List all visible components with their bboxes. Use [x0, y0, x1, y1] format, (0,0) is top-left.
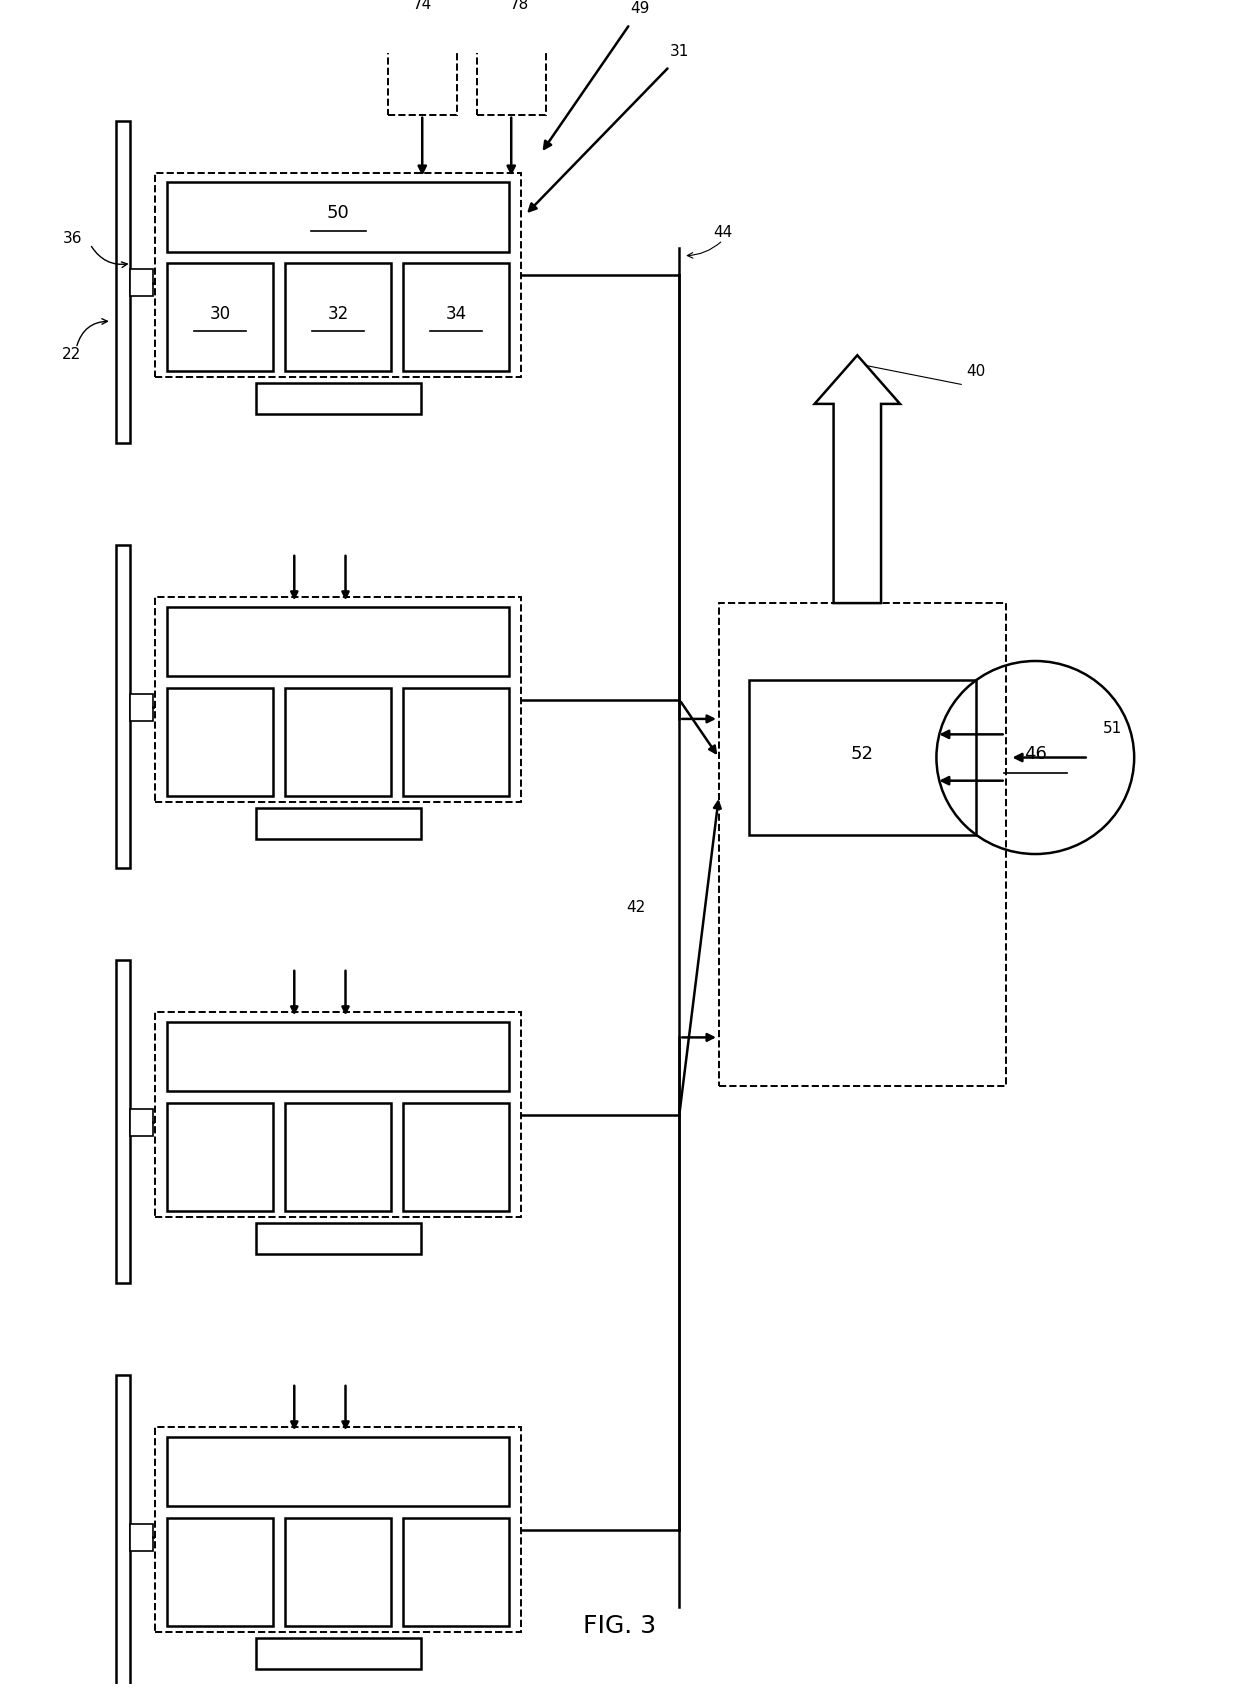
Bar: [255, 1637, 420, 1669]
Bar: [285, 264, 392, 372]
Text: 46: 46: [1024, 744, 1047, 763]
Bar: [167, 264, 273, 372]
Text: 36: 36: [62, 230, 82, 245]
Text: 78: 78: [510, 0, 528, 12]
Bar: [115, 960, 129, 1282]
Bar: [167, 1437, 510, 1507]
Bar: [476, 47, 546, 115]
Bar: [167, 183, 510, 252]
Text: 44: 44: [713, 225, 733, 240]
Text: 31: 31: [670, 44, 689, 59]
Text: 49: 49: [630, 2, 650, 17]
Bar: [115, 120, 129, 443]
Bar: [129, 269, 154, 296]
Bar: [749, 680, 976, 835]
Bar: [285, 688, 392, 796]
Bar: [403, 264, 510, 372]
Text: 22: 22: [62, 347, 82, 362]
Text: 50: 50: [327, 205, 350, 222]
Bar: [129, 693, 154, 720]
Bar: [285, 1103, 392, 1211]
Bar: [115, 1375, 129, 1691]
Text: 74: 74: [413, 0, 432, 12]
Bar: [285, 1519, 392, 1627]
Text: 34: 34: [445, 304, 466, 323]
Bar: [129, 1524, 154, 1551]
Text: 30: 30: [210, 304, 231, 323]
Bar: [129, 1109, 154, 1136]
Bar: [403, 1519, 510, 1627]
Bar: [155, 1427, 521, 1632]
Bar: [167, 1021, 510, 1091]
Text: 32: 32: [327, 304, 348, 323]
Bar: [403, 688, 510, 796]
Bar: [255, 384, 420, 414]
Bar: [403, 1103, 510, 1211]
Text: FIG. 3: FIG. 3: [584, 1615, 656, 1639]
Bar: [155, 172, 521, 377]
Bar: [388, 47, 456, 115]
Text: 51: 51: [1102, 720, 1122, 736]
Text: 52: 52: [851, 744, 874, 763]
Bar: [155, 1013, 521, 1218]
Bar: [719, 604, 1006, 1086]
Polygon shape: [815, 355, 900, 604]
Bar: [167, 607, 510, 676]
Bar: [115, 545, 129, 867]
Bar: [255, 808, 420, 839]
Bar: [167, 1519, 273, 1627]
Bar: [155, 597, 521, 802]
Bar: [255, 1223, 420, 1253]
Bar: [167, 1103, 273, 1211]
Text: 40: 40: [966, 364, 986, 379]
Text: 42: 42: [626, 900, 646, 915]
Bar: [167, 688, 273, 796]
